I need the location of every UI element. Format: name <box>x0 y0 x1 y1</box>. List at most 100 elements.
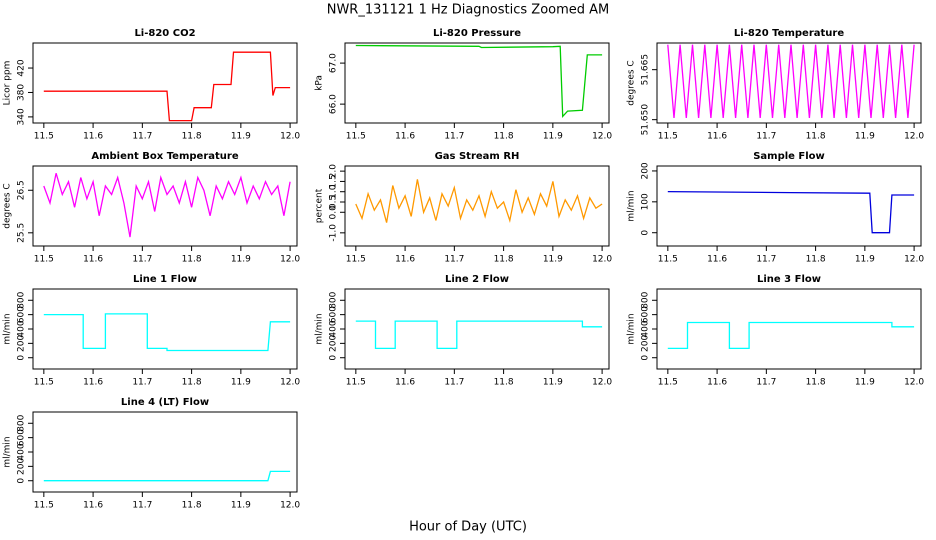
x-tick-label: 11.8 <box>494 132 514 142</box>
figure-title: NWR_131121 1 Hz Diagnostics Zoomed AM <box>327 3 610 18</box>
data-line <box>43 173 291 238</box>
data-line <box>355 179 603 224</box>
data-line <box>667 321 915 350</box>
y-axis-label: ml/min <box>627 313 637 344</box>
plot-frame <box>344 165 610 247</box>
panel-title: Li-820 Pressure <box>433 28 521 39</box>
x-tick-label: 12.0 <box>280 378 300 388</box>
y-tick-label: 66.0 <box>329 94 339 114</box>
x-tick-label: 11.5 <box>34 255 54 265</box>
x-tick-label: 11.6 <box>707 132 727 142</box>
x-tick-label: 12.0 <box>280 132 300 142</box>
y-tick-label: 51.650 <box>641 104 651 136</box>
y-axis-label: kPa <box>315 75 325 91</box>
plot-frame <box>344 42 610 124</box>
y-tick-label: 800 <box>329 291 339 308</box>
plot-frame <box>32 165 298 247</box>
y-tick-label: 200 <box>641 162 651 179</box>
x-tick-label: 11.5 <box>34 132 54 142</box>
x-tick-label: 11.7 <box>444 132 464 142</box>
x-tick-label: 11.6 <box>395 132 415 142</box>
plot-frame <box>32 411 298 493</box>
plot-frame <box>344 288 610 370</box>
x-tick-label: 11.9 <box>543 132 563 142</box>
x-tick-label: 11.8 <box>494 378 514 388</box>
x-tick-label: 11.5 <box>658 255 678 265</box>
x-tick-label: 11.7 <box>444 378 464 388</box>
panel-title: Li-820 Temperature <box>734 28 844 39</box>
y-tick-label: 200 <box>329 335 339 352</box>
y-axis-label: ml/min <box>627 190 637 221</box>
y-tick-label: 25.5 <box>17 223 27 243</box>
panel-title: Line 4 (LT) Flow <box>121 397 209 408</box>
x-tick-label: 11.5 <box>346 132 366 142</box>
y-tick-label: 800 <box>641 291 651 308</box>
x-tick-label: 11.5 <box>34 501 54 511</box>
x-tick-label: 12.0 <box>592 132 612 142</box>
x-tick-label: 11.8 <box>806 255 826 265</box>
y-tick-label: 600 <box>17 306 27 323</box>
x-tick-label: 11.8 <box>182 501 202 511</box>
x-tick-label: 11.8 <box>182 255 202 265</box>
x-tick-label: 11.5 <box>658 378 678 388</box>
y-axis-label: ml/min <box>3 436 13 467</box>
y-tick-label: 400 <box>17 320 27 337</box>
x-tick-label: 11.7 <box>444 255 464 265</box>
data-line <box>43 313 291 352</box>
x-tick-label: 11.5 <box>658 132 678 142</box>
y-tick-label: 600 <box>17 429 27 446</box>
x-tick-label: 11.7 <box>756 255 776 265</box>
x-tick-label: 11.9 <box>231 501 251 511</box>
x-tick-label: 11.5 <box>346 255 366 265</box>
x-tick-label: 11.9 <box>231 378 251 388</box>
panel-title: Sample Flow <box>753 151 825 162</box>
data-line <box>355 44 603 118</box>
y-tick-label: 200 <box>641 335 651 352</box>
x-tick-label: 11.8 <box>494 255 514 265</box>
x-tick-label: 11.9 <box>543 378 563 388</box>
y-tick-label: 200 <box>17 335 27 352</box>
x-tick-label: 11.8 <box>806 132 826 142</box>
plot-frame <box>656 165 922 247</box>
x-tick-label: 11.6 <box>83 378 103 388</box>
x-tick-label: 11.9 <box>855 378 875 388</box>
x-tick-label: 11.7 <box>756 132 776 142</box>
x-tick-label: 11.6 <box>83 132 103 142</box>
x-tick-label: 11.7 <box>132 501 152 511</box>
data-line <box>667 44 915 119</box>
y-tick-label: 200 <box>17 458 27 475</box>
y-axis-label: Licor ppm <box>3 61 13 106</box>
x-tick-label: 11.8 <box>182 132 202 142</box>
y-tick-label: 800 <box>17 414 27 431</box>
x-tick-label: 11.7 <box>132 132 152 142</box>
panel-title: Gas Stream RH <box>435 151 520 162</box>
y-tick-label: 1.5 <box>329 174 339 188</box>
x-tick-label: 11.6 <box>707 378 727 388</box>
x-tick-label: 11.6 <box>395 378 415 388</box>
x-tick-label: 12.0 <box>904 255 924 265</box>
y-tick-label: 2.0 <box>329 164 339 179</box>
y-tick-label: 1.0 <box>329 184 339 199</box>
x-tick-label: 11.8 <box>182 378 202 388</box>
y-tick-label: 51.665 <box>641 54 651 86</box>
panel-title: Li-820 CO2 <box>134 28 195 39</box>
y-tick-label: 0.0 <box>329 205 339 220</box>
data-line <box>43 51 291 122</box>
y-tick-label: 400 <box>17 443 27 460</box>
y-tick-label: 600 <box>329 306 339 323</box>
panel-title: Ambient Box Temperature <box>91 151 238 162</box>
x-tick-label: 11.5 <box>346 378 366 388</box>
y-tick-label: 0 <box>17 478 27 484</box>
x-tick-label: 11.9 <box>855 255 875 265</box>
plot-frame <box>32 42 298 124</box>
y-axis-label: percent <box>315 188 325 223</box>
plot-frame <box>656 42 922 124</box>
y-tick-label: 0 <box>641 355 651 361</box>
y-tick-label: 380 <box>17 84 27 101</box>
y-tick-label: 420 <box>17 59 27 76</box>
x-tick-label: 11.6 <box>395 255 415 265</box>
x-tick-label: 11.9 <box>543 255 563 265</box>
x-tick-label: 12.0 <box>280 255 300 265</box>
data-line <box>355 320 603 350</box>
